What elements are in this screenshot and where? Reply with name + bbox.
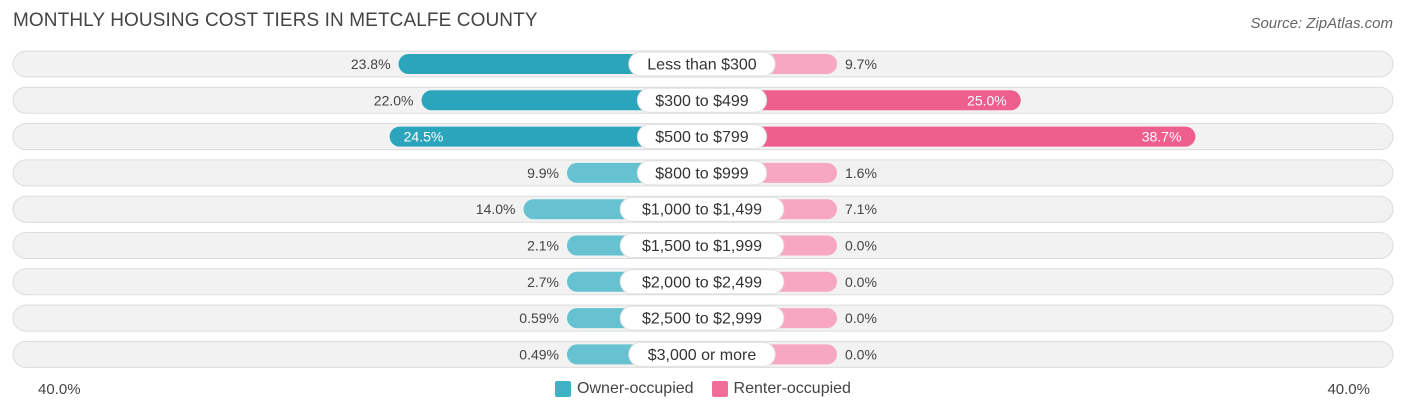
owner-value-label: 24.5% <box>404 129 444 145</box>
category-pill <box>619 269 785 295</box>
category-label: $2,000 to $2,499 <box>642 274 762 291</box>
category-label: $3,000 or more <box>648 347 757 364</box>
legend: Owner-occupied Renter-occupied <box>0 380 1406 398</box>
owner-value-label: 2.7% <box>527 274 559 290</box>
category-label: $1,000 to $1,499 <box>642 202 762 219</box>
owner-value-label: 9.9% <box>527 165 559 181</box>
axis-left-label: 40.0% <box>38 381 81 398</box>
category-label: $300 to $499 <box>655 93 749 110</box>
owner-bar <box>389 126 712 147</box>
category-label: $500 to $799 <box>655 129 749 146</box>
legend-owner-swatch <box>555 381 572 397</box>
renter-value-label: 38.7% <box>1142 129 1182 145</box>
renter-value-label: 9.7% <box>845 56 877 72</box>
owner-value-label: 0.49% <box>519 346 559 362</box>
category-pill <box>619 196 785 222</box>
renter-value-label: 25.0% <box>967 92 1007 108</box>
category-pill <box>619 233 785 258</box>
chart-title: MONTHLY HOUSING COST TIERS IN METCALFE C… <box>13 10 538 31</box>
renter-value-label: 0.0% <box>845 274 877 290</box>
category-pill <box>619 305 785 331</box>
category-pill <box>636 87 768 113</box>
renter-value-label: 0.0% <box>845 346 877 362</box>
owner-value-label: 0.59% <box>519 310 559 326</box>
category-pill <box>636 160 768 186</box>
renter-bar <box>692 126 1196 147</box>
renter-value-label: 1.6% <box>845 165 877 181</box>
renter-bar <box>692 90 1021 111</box>
owner-value-label: 22.0% <box>374 92 414 108</box>
source-label: Source: ZipAtlas.com <box>1250 15 1393 32</box>
legend-renter-swatch <box>711 381 728 397</box>
category-pill <box>628 341 776 367</box>
renter-value-label: 0.0% <box>845 238 877 254</box>
legend-renter-label: Renter-occupied <box>733 380 851 397</box>
chart-canvas: Less than $300 23.8% 9.7% $300 to $499 22.0%… <box>12 50 1394 368</box>
owner-value-label: 14.0% <box>476 201 516 217</box>
category-label: $1,500 to $1,999 <box>642 238 762 255</box>
category-pill <box>628 51 776 77</box>
renter-value-label: 0.0% <box>845 310 877 326</box>
owner-value-label: 2.1% <box>527 238 559 254</box>
legend-owner: Owner-occupied <box>555 380 694 398</box>
renter-value-label: 7.1% <box>845 201 877 217</box>
category-pill <box>636 124 768 150</box>
category-label: $800 to $999 <box>655 165 749 182</box>
legend-owner-label: Owner-occupied <box>577 380 694 397</box>
category-label: Less than $300 <box>647 57 757 74</box>
legend-renter: Renter-occupied <box>711 380 851 398</box>
axis-right-label: 40.0% <box>1327 381 1370 398</box>
category-label: $2,500 to $2,999 <box>642 311 762 328</box>
owner-value-label: 23.8% <box>351 56 391 72</box>
